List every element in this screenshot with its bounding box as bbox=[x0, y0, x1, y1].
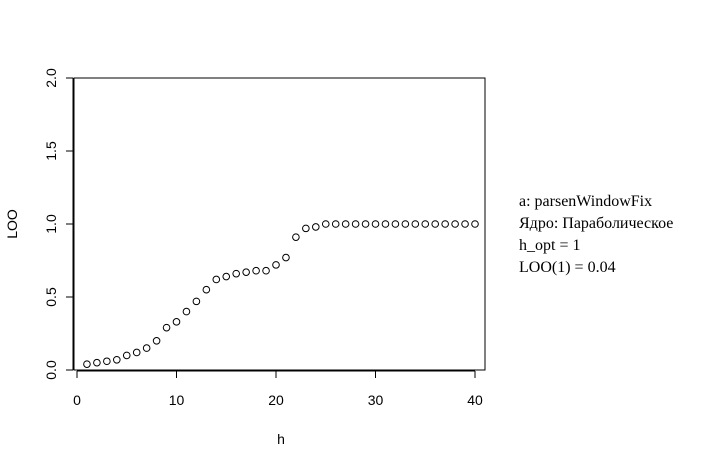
data-point bbox=[252, 266, 260, 275]
annotation-line: h_opt = 1 bbox=[519, 237, 580, 254]
data-point bbox=[321, 220, 330, 228]
data-point bbox=[142, 344, 151, 352]
data-point bbox=[471, 220, 479, 228]
data-point bbox=[421, 220, 430, 228]
annotation-line: a: parsenWindowFix bbox=[519, 193, 652, 210]
x-tick-label: 30 bbox=[368, 392, 384, 408]
data-point bbox=[113, 355, 121, 364]
x-tick-label: 40 bbox=[467, 392, 483, 408]
data-point bbox=[232, 269, 240, 278]
data-point bbox=[242, 268, 250, 276]
data-point bbox=[222, 272, 231, 281]
data-point bbox=[371, 220, 380, 228]
x-tick-label: 0 bbox=[73, 392, 81, 408]
data-point bbox=[351, 220, 360, 228]
y-tick-label: 2.0 bbox=[43, 68, 59, 88]
y-axis: 0.0 0.5 1.0 1.5 2.0 bbox=[43, 68, 74, 380]
data-point bbox=[132, 348, 141, 357]
y-tick-label: 1.5 bbox=[43, 141, 59, 161]
data-point bbox=[282, 253, 290, 262]
x-tick-label: 20 bbox=[268, 392, 284, 408]
data-point bbox=[381, 220, 390, 228]
data-point bbox=[152, 337, 161, 345]
data-points bbox=[83, 220, 479, 368]
plot-frame bbox=[73, 77, 486, 371]
data-point bbox=[411, 220, 420, 228]
legend-annotations: a: parsenWindowFix Ядро: Параболическое h_… bbox=[519, 193, 673, 276]
data-point bbox=[441, 220, 449, 228]
data-point bbox=[451, 220, 459, 228]
annotation-line: LOO(1) = 0.04 bbox=[519, 259, 616, 276]
data-point bbox=[172, 318, 181, 326]
data-point bbox=[262, 266, 270, 275]
data-point bbox=[292, 233, 300, 241]
data-point bbox=[361, 220, 370, 228]
x-axis: 0 10 20 30 40 bbox=[73, 370, 483, 408]
y-axis-label: LOO bbox=[4, 209, 20, 239]
data-point bbox=[93, 358, 101, 367]
data-point bbox=[162, 323, 171, 332]
y-tick-label: 0.5 bbox=[43, 287, 59, 307]
data-point bbox=[272, 261, 280, 269]
data-point bbox=[182, 307, 191, 316]
x-tick-label: 10 bbox=[169, 392, 185, 408]
data-point bbox=[401, 220, 410, 228]
data-point bbox=[103, 357, 111, 366]
data-point bbox=[302, 224, 310, 233]
data-point bbox=[312, 223, 320, 231]
y-tick-label: 1.0 bbox=[43, 214, 59, 234]
annotation-line: Ядро: Параболическое bbox=[519, 215, 673, 232]
x-axis-label: h bbox=[277, 431, 285, 447]
data-point bbox=[431, 220, 440, 228]
data-point bbox=[122, 351, 131, 360]
data-point bbox=[202, 285, 211, 294]
data-point bbox=[461, 220, 469, 228]
y-tick-label: 0.0 bbox=[43, 360, 59, 380]
data-point bbox=[331, 220, 340, 228]
data-point bbox=[212, 275, 221, 284]
data-point bbox=[341, 220, 350, 228]
data-point bbox=[192, 297, 201, 306]
data-point bbox=[391, 220, 400, 228]
data-point bbox=[83, 360, 91, 368]
